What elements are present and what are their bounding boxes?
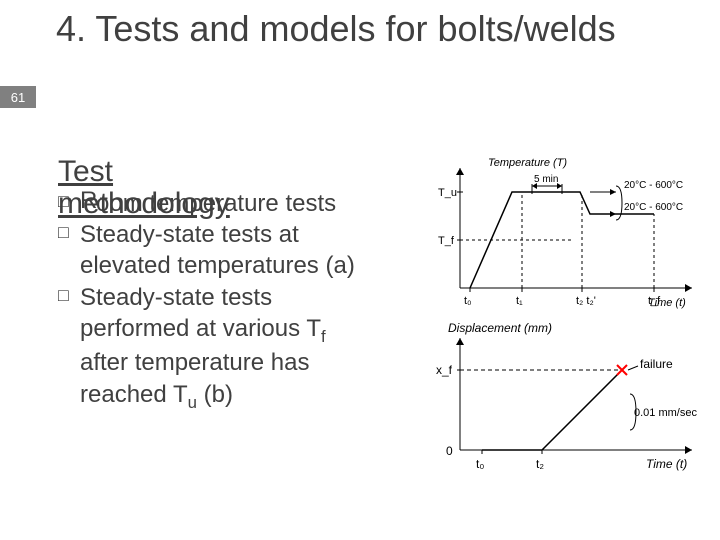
list-item: Xoom temperature tests — [58, 188, 378, 219]
bullet-list: Xoom temperature tests Steady-state test… — [58, 188, 378, 413]
svg-text:t_f: t_f — [648, 295, 661, 307]
page-number-badge: 61 — [0, 86, 36, 108]
temperature-time-chart: Temperature (T)Time (t)T_uT_f5 min20°C -… — [412, 156, 712, 316]
page-number-text: 61 — [11, 90, 25, 105]
svg-text:t₀: t₀ — [476, 457, 484, 471]
svg-text:t₂ t₂': t₂ t₂' — [576, 295, 596, 307]
svg-text:Temperature (T): Temperature (T) — [488, 157, 567, 169]
bullet-text-3: Steady-state tests performed at various … — [80, 284, 326, 408]
svg-text:0.01 mm/sec: 0.01 mm/sec — [634, 407, 697, 419]
bullet-text-2: Steady-state tests at elevated temperatu… — [80, 221, 355, 279]
svg-text:Displacement (mm): Displacement (mm) — [448, 321, 552, 335]
subtitle-overlap-text: R — [80, 188, 97, 213]
svg-text:T_u: T_u — [438, 187, 457, 199]
svg-text:t₀: t₀ — [464, 295, 472, 307]
svg-text:x_f: x_f — [436, 363, 453, 377]
svg-text:20°C - 600°C: 20°C - 600°C — [624, 180, 683, 191]
bullet-text-1: Xoom temperature tests — [80, 190, 336, 217]
svg-text:0: 0 — [446, 444, 453, 458]
svg-text:Time (t): Time (t) — [646, 457, 687, 471]
svg-text:5 min: 5 min — [534, 174, 558, 185]
svg-text:failure: failure — [640, 357, 673, 371]
subtitle-line1: Test — [58, 155, 113, 188]
page-title: 4. Tests and models for bolts/welds — [56, 6, 656, 51]
list-item: Steady-state tests at elevated temperatu… — [58, 219, 378, 281]
svg-text:t₂: t₂ — [536, 457, 544, 471]
svg-text:T_f: T_f — [438, 235, 455, 247]
svg-text:20°C - 600°C: 20°C - 600°C — [624, 202, 683, 213]
list-item: Steady-state tests performed at various … — [58, 282, 378, 414]
svg-text:t₁: t₁ — [516, 295, 523, 307]
displacement-time-chart: Displacement (mm) Time (t) 0 x_f failure 0.01… — [412, 316, 712, 486]
diagram-area: Temperature (T) Time (t) T_u T_f 5 min 20°C -… — [412, 156, 712, 496]
